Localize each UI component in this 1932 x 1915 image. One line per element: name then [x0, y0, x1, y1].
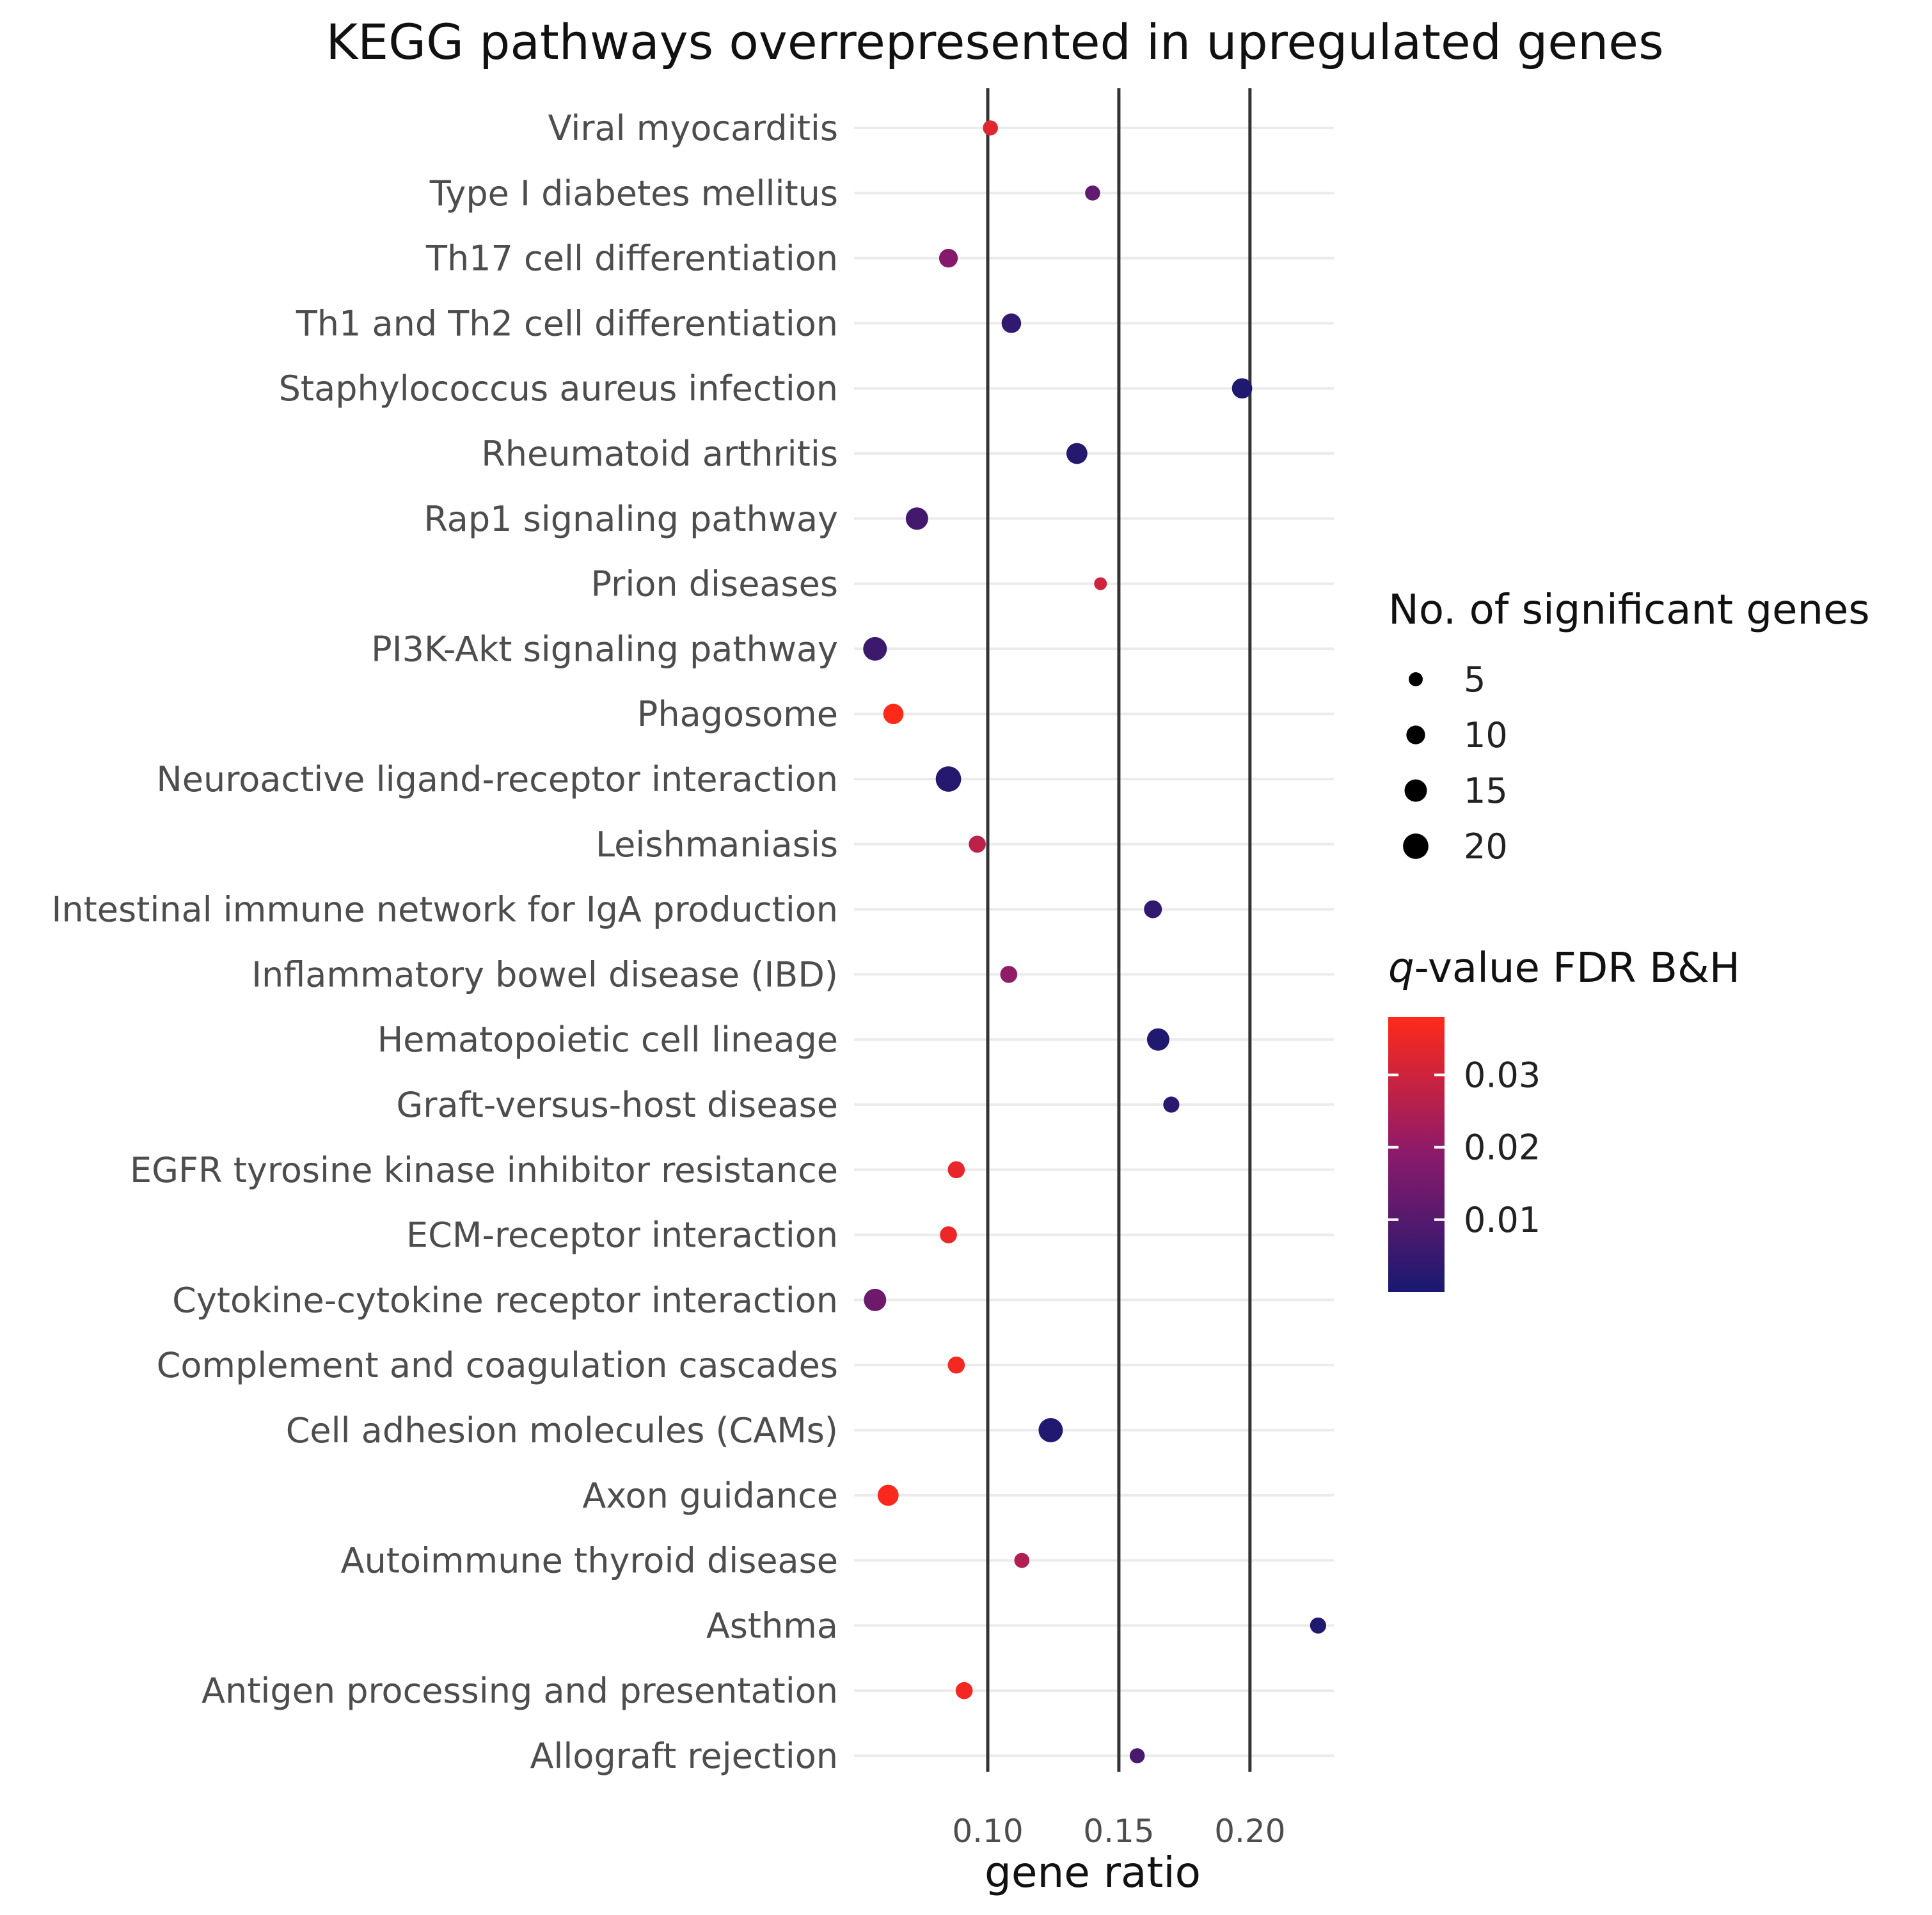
category-label: Type I diabetes mellitus: [429, 173, 838, 214]
category-label: Inflammatory bowel disease (IBD): [251, 954, 838, 995]
size-legend-items: 5 10 15 20: [1403, 659, 1508, 867]
x-axis-label: gene ratio: [985, 1848, 1201, 1897]
x-tick-labels: 0.10 0.15 0.20: [952, 1813, 1285, 1850]
category-label: Prion diseases: [591, 564, 838, 604]
data-point: [1001, 313, 1022, 333]
color-legend-tick-label: 0.03: [1464, 1055, 1540, 1096]
x-tick-label: 0.10: [952, 1813, 1023, 1850]
color-legend-title-q: q: [1388, 945, 1414, 992]
data-point: [940, 1226, 957, 1243]
data-point: [1014, 1552, 1030, 1568]
category-label: Autoimmune thyroid disease: [341, 1541, 838, 1581]
category-label: Viral myocarditis: [548, 108, 838, 148]
category-label: Th1 and Th2 cell differentiation: [296, 303, 838, 343]
category-label: Cytokine-cytokine receptor interaction: [172, 1280, 838, 1320]
color-legend-ticks: 0.01 0.02 0.03: [1388, 1055, 1540, 1240]
category-label: Intestinal immune network for IgA produc…: [51, 890, 838, 930]
data-point: [877, 1485, 899, 1506]
data-point: [1000, 966, 1018, 983]
grid-lines: [854, 127, 1334, 1757]
size-legend-label: 15: [1464, 771, 1508, 811]
category-label: Cell adhesion molecules (CAMs): [286, 1410, 838, 1451]
category-label: Rheumatoid arthritis: [481, 434, 838, 474]
x-tick-label: 0.15: [1083, 1813, 1154, 1850]
size-legend-label: 20: [1464, 826, 1508, 867]
data-point: [955, 1682, 973, 1699]
color-legend-tick-label: 0.01: [1464, 1200, 1540, 1240]
color-legend-title-rest: -value FDR B&H: [1414, 945, 1740, 992]
data-point: [947, 1356, 965, 1374]
size-legend-key: [1403, 833, 1429, 859]
data-point: [1085, 185, 1100, 201]
data-point: [1094, 577, 1107, 590]
category-label: Staphylococcus aureus infection: [279, 368, 838, 409]
size-legend-key: [1409, 672, 1423, 686]
category-labels: Viral myocarditis Type I diabetes mellitu…: [51, 108, 838, 1776]
category-label: Graft-versus-host disease: [396, 1085, 838, 1125]
color-legend-tick-label: 0.02: [1464, 1128, 1540, 1168]
data-point: [983, 120, 998, 136]
size-legend-title: No. of significant genes: [1388, 587, 1870, 634]
color-legend-bar: [1388, 1017, 1445, 1292]
size-legend-label: 10: [1464, 715, 1508, 755]
category-label: PI3K-Akt signaling pathway: [371, 629, 838, 669]
data-point: [1231, 378, 1253, 399]
category-label: Hematopoietic cell lineage: [377, 1020, 838, 1060]
size-legend-key: [1404, 779, 1427, 802]
data-point: [1144, 900, 1162, 918]
size-legend-label: 5: [1464, 659, 1485, 700]
data-point: [883, 704, 904, 725]
data-point: [1310, 1617, 1326, 1634]
category-label: Leishmaniasis: [596, 824, 838, 865]
size-legend: No. of significant genes 5 10 15 20: [1388, 587, 1870, 867]
data-point: [1163, 1096, 1180, 1113]
chart-title: KEGG pathways overrepresented in upregul…: [326, 13, 1663, 70]
data-point: [947, 1161, 965, 1179]
category-label: Phagosome: [637, 694, 838, 734]
category-label: Axon guidance: [582, 1476, 838, 1516]
x-tick-label: 0.20: [1214, 1813, 1285, 1850]
data-point: [1129, 1748, 1145, 1763]
data-point: [1146, 1028, 1169, 1051]
reference-lines: [986, 88, 1252, 1772]
category-label: Rap1 signaling pathway: [424, 499, 838, 539]
color-legend-title: q-value FDR B&H: [1388, 945, 1740, 992]
category-label: Asthma: [706, 1605, 838, 1646]
size-legend-key: [1406, 725, 1425, 745]
data-point: [1066, 443, 1088, 464]
data-point: [1038, 1418, 1063, 1442]
data-point: [905, 507, 928, 530]
category-label: ECM-receptor interaction: [406, 1215, 838, 1256]
category-label: Neuroactive ligand-receptor interaction: [156, 759, 838, 800]
category-label: Antigen processing and presentation: [202, 1671, 838, 1711]
color-legend: q-value FDR B&H 0.01 0.02 0.03: [1388, 945, 1740, 1292]
data-point: [864, 1288, 887, 1311]
data-point: [935, 766, 962, 792]
data-point: [863, 636, 887, 661]
category-label: Allograft rejection: [530, 1736, 838, 1776]
category-label: Complement and coagulation cascades: [157, 1345, 838, 1385]
data-points: [863, 120, 1326, 1763]
category-label: Th17 cell differentiation: [425, 239, 838, 279]
data-point: [938, 248, 958, 268]
category-label: EGFR tyrosine kinase inhibitor resistanc…: [130, 1150, 838, 1190]
data-point: [969, 835, 986, 853]
